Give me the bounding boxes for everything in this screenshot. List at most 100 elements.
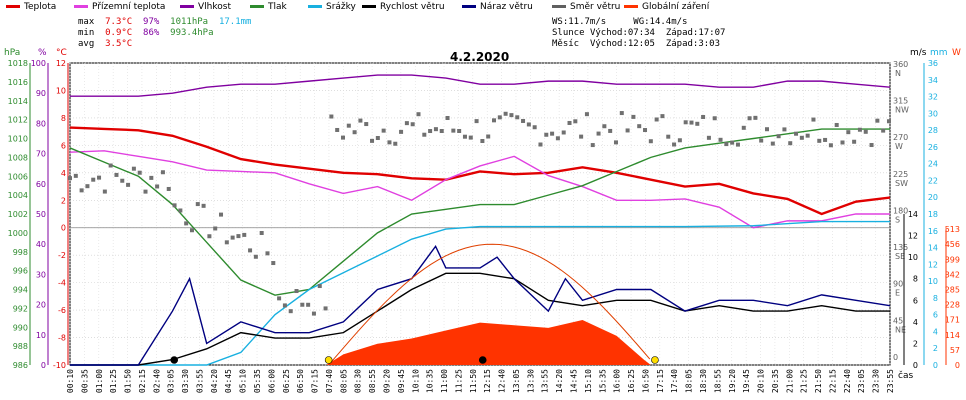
x-tick-label: 03:05: [167, 369, 176, 393]
stat-min-hum: 86%: [143, 28, 160, 38]
x-tick-label: 09:20: [382, 369, 391, 393]
y-tick-w: 228: [945, 301, 960, 310]
wind-dir-point: [282, 303, 287, 308]
wind-dir-point: [881, 128, 886, 133]
y-tick-pct: 50: [36, 210, 46, 219]
series-line-4: [70, 220, 890, 366]
legend-label: Náraz větru: [480, 2, 533, 12]
x-tick-label: 08:55: [368, 369, 377, 393]
dir-name: NW: [895, 106, 909, 115]
y-tick-ms: 10: [908, 253, 918, 262]
y-tick-hpa: 1014: [8, 97, 28, 106]
y-tick-w: 0: [955, 361, 960, 370]
x-tick-label: 13:30: [526, 369, 535, 393]
y-tick-dir: 225: [893, 170, 908, 179]
y-tick-degc: -8: [58, 334, 66, 343]
x-tick-label: 18:05: [685, 369, 694, 393]
wind-dir-point: [277, 296, 282, 301]
wind-dir-point: [828, 143, 833, 148]
x-tick-label: 11:25: [454, 369, 463, 393]
x-tick-label: 18:30: [699, 369, 708, 393]
wind-dir-point: [741, 125, 746, 130]
wind-dir-point: [666, 134, 671, 139]
unit-hpa: hPa: [4, 48, 21, 58]
y-tick-pct: 70: [36, 150, 46, 159]
stat-min-label: min: [78, 28, 95, 38]
wind-dir-point: [259, 230, 264, 235]
wind-dir-point: [555, 136, 560, 141]
wind-dir-point: [852, 139, 857, 144]
y-tick-mm: 36: [928, 59, 938, 68]
y-tick-hpa: 1016: [8, 78, 28, 87]
y-tick-hpa: 1008: [8, 153, 28, 162]
wind-dir-point: [317, 284, 322, 289]
wind-dir-point: [335, 127, 340, 132]
wind-dir-point: [776, 134, 781, 139]
wind-dir-point: [759, 138, 764, 143]
wind-dir-point: [468, 135, 473, 140]
x-tick-label: 19:20: [728, 369, 737, 393]
y-tick-mm: 4: [933, 327, 938, 336]
wind-dir-point: [648, 139, 653, 144]
x-tick-label: 07:15: [311, 369, 320, 393]
wind-dir-point: [567, 120, 572, 125]
wind-dir-point: [817, 138, 822, 143]
x-tick-label: 15:35: [598, 369, 607, 393]
stat-min-temp: 0.9°C: [105, 28, 133, 38]
wind-dir-point: [207, 234, 212, 239]
wind-dir-point: [358, 118, 363, 123]
wind-dir-point: [271, 261, 276, 266]
dir-name: SW: [895, 179, 908, 188]
wind-dir-point: [114, 172, 119, 177]
x-tick-label: 01:00: [95, 369, 104, 393]
legend-label: Globální záření: [642, 2, 710, 12]
wind-dir-point: [399, 129, 404, 134]
wind-dir-point: [178, 208, 183, 213]
wind-dir-point: [579, 134, 584, 139]
wind-dir-point: [213, 226, 218, 231]
legend-label: Vlhkost: [198, 2, 231, 12]
dir-name: NE: [895, 325, 906, 334]
y-tick-hpa: 994: [13, 286, 28, 295]
y-tick-dir: 135: [893, 243, 908, 252]
sun-label: Slunce: [552, 28, 585, 38]
wind-dir-point: [730, 140, 735, 145]
x-tick-label: 10:35: [426, 369, 435, 393]
stat-max-label: max: [78, 17, 95, 27]
wind-dir-point: [747, 116, 752, 121]
wind-dir-point: [474, 119, 479, 124]
wind-dir-point: [608, 128, 613, 133]
x-tick-label: 20:35: [771, 369, 780, 393]
wind-ws: WS:11.7m/s: [552, 17, 607, 27]
y-tick-hpa: 1004: [8, 191, 28, 200]
stats-block: max 7.3°C 97% 1011hPa 17.1mm min 0.9°C 8…: [78, 17, 251, 50]
wind-dir-point: [840, 140, 845, 145]
dir-name: E: [895, 289, 900, 298]
wind-dir-point: [364, 122, 369, 127]
y-tick-hpa: 1006: [8, 172, 28, 181]
y-tick-ms: 12: [908, 232, 918, 241]
x-tick-label: 23:05: [857, 369, 866, 393]
y-tick-mm: 20: [928, 193, 938, 202]
wind-dir-point: [184, 221, 189, 226]
wind-dir-point: [79, 188, 84, 193]
dir-name: SE: [895, 252, 905, 261]
legend-item-5: Rychlost větru: [362, 2, 445, 14]
wind-dir-point: [166, 186, 171, 191]
wind-dir-point: [753, 115, 758, 120]
x-tick-label: 23:55: [886, 369, 895, 393]
wind-dir-point: [863, 129, 868, 134]
y-tick-mm: 0: [933, 361, 938, 370]
wind-dir-point: [869, 143, 874, 148]
wind-dir-point: [492, 118, 497, 123]
y-tick-hpa: 986: [13, 361, 28, 370]
wind-dir-point: [521, 118, 526, 123]
x-tick-label: 21:25: [800, 369, 809, 393]
x-tick-label: 05:35: [253, 369, 262, 393]
wind-dir-point: [823, 137, 828, 142]
legend-item-1: Přízemní teplota: [74, 2, 165, 14]
wind-dir-point: [201, 203, 206, 208]
x-tick-label: 11:00: [440, 369, 449, 393]
wind-dir-point: [236, 234, 241, 239]
